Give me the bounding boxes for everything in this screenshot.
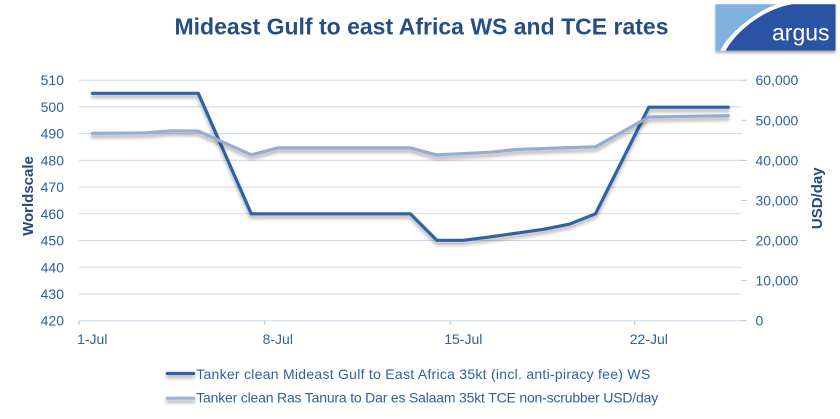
- svg-text:430: 430: [41, 286, 65, 302]
- svg-text:1-Jul: 1-Jul: [77, 331, 107, 347]
- svg-text:60,000: 60,000: [756, 72, 799, 88]
- svg-text:22-Jul: 22-Jul: [630, 331, 668, 347]
- svg-text:460: 460: [41, 206, 65, 222]
- svg-text:Tanker clean Mideast Gulf to E: Tanker clean Mideast Gulf to East Africa…: [196, 366, 650, 382]
- svg-text:Worldscale: Worldscale: [20, 156, 37, 236]
- svg-text:8-Jul: 8-Jul: [263, 331, 293, 347]
- svg-text:USD/day: USD/day: [809, 167, 826, 229]
- svg-text:10,000: 10,000: [756, 273, 799, 289]
- svg-text:argus: argus: [772, 20, 830, 46]
- svg-text:Tanker clean Ras Tanura to Dar: Tanker clean Ras Tanura to Dar es Salaam…: [196, 390, 658, 406]
- svg-text:Mideast Gulf to east Africa WS: Mideast Gulf to east Africa WS and TCE r…: [175, 14, 669, 40]
- svg-text:490: 490: [41, 126, 65, 142]
- svg-text:20,000: 20,000: [756, 233, 799, 249]
- svg-text:0: 0: [756, 313, 764, 329]
- svg-text:30,000: 30,000: [756, 192, 799, 208]
- svg-text:440: 440: [41, 259, 65, 275]
- svg-text:420: 420: [41, 313, 65, 329]
- svg-text:480: 480: [41, 152, 65, 168]
- svg-text:470: 470: [41, 179, 65, 195]
- svg-text:500: 500: [41, 99, 65, 115]
- svg-text:510: 510: [41, 72, 65, 88]
- svg-text:50,000: 50,000: [756, 112, 799, 128]
- svg-text:40,000: 40,000: [756, 152, 799, 168]
- svg-text:15-Jul: 15-Jul: [444, 331, 482, 347]
- svg-text:450: 450: [41, 233, 65, 249]
